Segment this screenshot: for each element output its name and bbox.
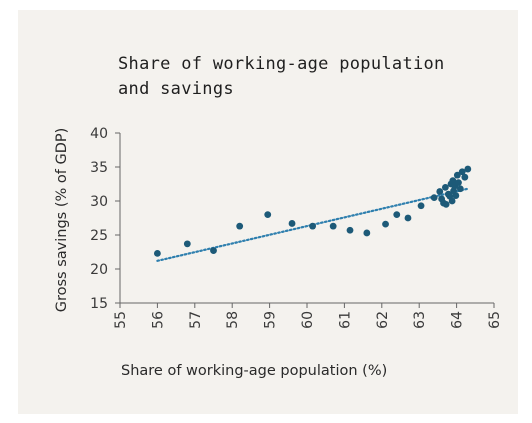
x-tick-label: 64 [450, 311, 466, 329]
x-tick-label: 62 [375, 311, 391, 329]
data-point [404, 214, 412, 222]
x-tick-label: 65 [487, 311, 503, 329]
data-point [264, 211, 272, 219]
data-point [436, 188, 444, 195]
points-layer [154, 165, 472, 257]
y-tick-label: 40 [90, 126, 108, 142]
data-point [363, 229, 371, 237]
data-point [309, 222, 317, 230]
data-point [456, 185, 464, 193]
x-tick-label: 63 [412, 311, 428, 329]
data-point [236, 222, 244, 230]
data-point [417, 202, 425, 210]
data-point [346, 226, 354, 234]
data-point [430, 194, 438, 202]
x-tick-label: 59 [263, 311, 279, 329]
data-point [455, 179, 462, 187]
x-tick-label: 60 [300, 311, 316, 329]
data-point [442, 201, 450, 208]
y-tick-label: 20 [90, 262, 108, 278]
data-point [461, 173, 469, 181]
data-point [393, 211, 401, 219]
data-point [329, 222, 337, 230]
data-point [288, 220, 296, 227]
y-tick-label: 30 [90, 194, 108, 210]
data-point [458, 168, 466, 176]
y-tick-label: 15 [90, 296, 108, 312]
data-point [449, 177, 457, 185]
y-tick-label: 25 [90, 228, 108, 244]
chart-title: Share of working-age population and savi… [118, 54, 445, 99]
x-tick-label: 61 [337, 311, 353, 329]
data-point [382, 220, 389, 228]
data-point [154, 249, 161, 257]
data-point [441, 184, 449, 191]
data-point [183, 240, 191, 248]
y-axis-label: Gross savings (% of GDP) [54, 128, 70, 313]
axes: 55 56 57 58 59 60 61 62 63 64 65 15 20 25 30 35 40 [90, 126, 503, 329]
data-point [452, 192, 460, 199]
data-point [453, 171, 461, 179]
data-point [210, 247, 217, 255]
x-tick-label: 56 [150, 311, 166, 329]
data-point [464, 165, 472, 173]
axis-labels: Share of working-age population (%) Gross… [54, 128, 387, 379]
data-point [448, 197, 456, 205]
x-tick-label: 55 [113, 311, 129, 329]
x-tick-label: 57 [188, 311, 204, 329]
x-tick-label: 58 [225, 311, 241, 329]
y-tick-label: 35 [90, 160, 108, 176]
x-axis-label: Share of working-age population (%) [121, 363, 387, 379]
